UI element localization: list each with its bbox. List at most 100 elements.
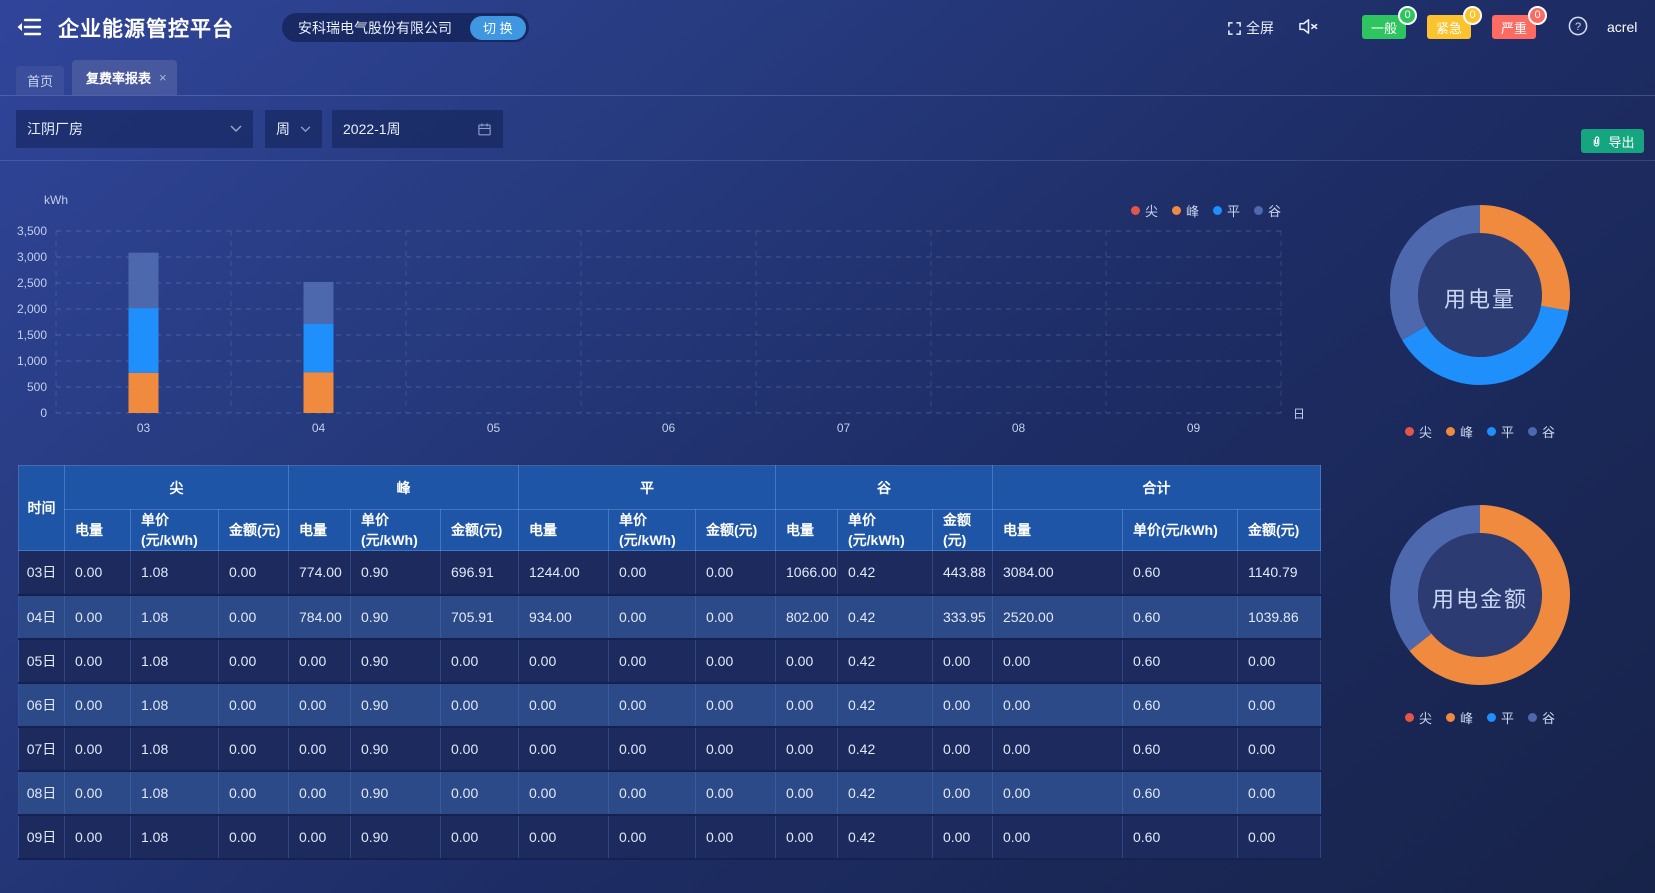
table-cell: 0.60	[1122, 550, 1238, 596]
donut-slice[interactable]	[1402, 305, 1569, 386]
y-axis-unit: kWh	[44, 193, 68, 207]
table-cell: 0.00	[932, 726, 993, 772]
table-cell: 0.90	[350, 770, 441, 816]
legend-item-谷[interactable]: 谷	[1528, 422, 1555, 441]
y-axis-tick: 0	[40, 406, 47, 420]
donut-slice[interactable]	[1480, 205, 1570, 311]
table-cell: 0.00	[992, 770, 1123, 816]
legend-item-尖[interactable]: 尖	[1404, 422, 1432, 441]
legend-item-峰[interactable]: 峰	[1445, 422, 1473, 441]
bar-segment-谷[interactable]	[303, 281, 334, 324]
alert-chip-critical[interactable]: 严重 0	[1492, 6, 1547, 39]
table-cell: 0.00	[932, 682, 993, 728]
company-switcher: 安科瑞电气股份有限公司 切 换	[282, 13, 529, 42]
table-cell: 0.00	[992, 814, 1123, 860]
table-cell: 934.00	[518, 594, 609, 640]
legend-item-谷[interactable]: 谷	[1253, 201, 1281, 220]
alert-count-badge: 0	[1463, 6, 1482, 25]
legend-item-尖[interactable]: 尖	[1404, 708, 1432, 727]
table-row: 05日 0.00 1.08 0.00 0.00 0.90 0.00 0.00 0.00 0.00 0…	[18, 638, 1322, 684]
help-icon[interactable]: ?	[1568, 16, 1588, 36]
table-row: 08日 0.00 1.08 0.00 0.00 0.90 0.00 0.00 0.00 0.00 0…	[18, 770, 1322, 816]
bar-chart-legend: 尖峰平谷	[1060, 201, 1281, 220]
chevron-down-icon	[300, 125, 311, 132]
export-label: 导出	[1608, 134, 1635, 150]
table-cell: 696.91	[440, 550, 519, 596]
menu-fold-icon[interactable]	[16, 15, 42, 39]
table-cell: 0.00	[775, 726, 838, 772]
table-cell: 0.00	[440, 770, 519, 816]
bar-segment-峰[interactable]	[303, 372, 334, 413]
alert-chip-urgent[interactable]: 紧急 0	[1427, 6, 1482, 39]
legend-item-峰[interactable]: 峰	[1171, 201, 1199, 220]
export-button[interactable]: 导出	[1581, 129, 1644, 153]
legend-item-平[interactable]: 平	[1487, 422, 1514, 441]
table-cell: 0.00	[992, 726, 1123, 772]
table-cell: 1.08	[130, 594, 219, 640]
table-cell: 0.00	[608, 682, 696, 728]
fullscreen-button[interactable]: 全屏	[1227, 18, 1274, 38]
legend-item-尖[interactable]: 尖	[1130, 201, 1158, 220]
table-cell: 0.00	[518, 814, 609, 860]
site-select[interactable]: 江阴厂房	[16, 110, 253, 148]
table-cell: 1039.86	[1236, 594, 1322, 640]
y-axis-tick: 1,500	[17, 328, 47, 342]
alert-chip-label: 紧急	[1435, 20, 1462, 36]
bar-chart-canvas: 0 500 1,000 1,500 2,000 2,500 3,000 3,500 03 04 05…	[17, 193, 1305, 435]
site-select-value: 江阴厂房	[27, 121, 83, 137]
tab-label: 首页	[26, 74, 53, 89]
col-subheader: 单价(元/kWh)	[837, 509, 933, 551]
table-cell: 1.08	[130, 814, 219, 860]
legend-item-平[interactable]: 平	[1212, 201, 1240, 220]
table-cell: 0.00	[440, 726, 519, 772]
table-cell: 0.00	[1236, 726, 1322, 772]
legend-item-平[interactable]: 平	[1487, 708, 1514, 727]
x-axis-tick: 06	[662, 421, 676, 435]
legend-item-谷[interactable]: 谷	[1528, 708, 1555, 727]
tab-multirate-report[interactable]: 复费率报表 ×	[72, 60, 177, 95]
bar-segment-平[interactable]	[128, 308, 159, 373]
table-cell: 0.00	[64, 814, 131, 860]
table-cell: 0.00	[695, 594, 776, 640]
table-cell: 1.08	[130, 638, 219, 684]
speaker-muted-icon[interactable]	[1298, 17, 1319, 36]
legend-item-峰[interactable]: 峰	[1445, 708, 1473, 727]
switch-company-button[interactable]: 切 换	[470, 15, 526, 40]
table-cell: 0.00	[518, 770, 609, 816]
table-cell: 0.00	[695, 682, 776, 728]
col-subheader: 金额(元)	[218, 509, 289, 551]
table-cell: 0.00	[608, 814, 696, 860]
y-axis-tick: 1,000	[17, 354, 47, 368]
username[interactable]: acrel	[1607, 19, 1638, 35]
table-row: 09日 0.00 1.08 0.00 0.00 0.90 0.00 0.00 0.00 0.00 0…	[18, 814, 1322, 860]
bar-segment-谷[interactable]	[128, 252, 159, 309]
period-select[interactable]: 周	[265, 110, 322, 148]
row-time: 03日	[18, 550, 65, 596]
table-cell: 0.00	[288, 726, 351, 772]
table-cell: 0.00	[440, 638, 519, 684]
x-axis-tick: 07	[837, 421, 851, 435]
col-group-header: 尖	[64, 465, 289, 510]
donut-slice[interactable]	[1390, 505, 1480, 651]
table-cell: 0.60	[1122, 814, 1238, 860]
alert-count-badge: 0	[1398, 6, 1417, 25]
x-axis-tick: 04	[312, 421, 326, 435]
x-axis-tick: 09	[1187, 421, 1201, 435]
bar-segment-平[interactable]	[303, 323, 334, 373]
table-cell: 0.00	[608, 726, 696, 772]
y-axis-tick: 500	[27, 380, 47, 394]
bar-segment-峰[interactable]	[128, 372, 159, 413]
donut-slice[interactable]	[1390, 205, 1480, 340]
tab-home[interactable]: 首页	[16, 66, 64, 95]
date-picker[interactable]: 2022-1周	[332, 110, 503, 148]
table-cell: 0.00	[608, 594, 696, 640]
close-icon[interactable]: ×	[159, 70, 167, 85]
cost-donut-title: 用电金额	[1431, 587, 1528, 612]
table-cell: 1.08	[130, 682, 219, 728]
col-subheader: 金额(元)	[1236, 509, 1322, 551]
table-cell: 0.90	[350, 638, 441, 684]
table-cell: 0.00	[992, 682, 1123, 728]
donut-slice[interactable]	[1409, 505, 1570, 685]
alert-chip-normal[interactable]: 一般 0	[1362, 6, 1417, 39]
table-cell: 2520.00	[992, 594, 1123, 640]
